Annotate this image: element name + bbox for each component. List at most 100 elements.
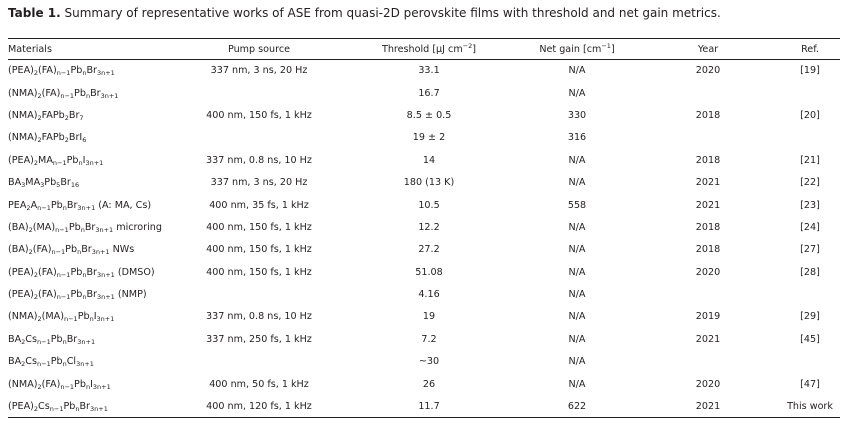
cell-pump-source: 400 nm, 150 fs, 1 kHz (206, 221, 312, 233)
cell-year: 2021 (695, 333, 721, 345)
cell-pump-source (178, 351, 340, 373)
subscript: 3n+1 (77, 203, 96, 212)
cell-year: 2018 (695, 154, 721, 166)
subscript: 2 (37, 91, 42, 100)
cell-net-gain: N/A (568, 378, 586, 390)
cell-threshold: ~30 (418, 356, 440, 368)
cell-net-gain: N/A (568, 266, 586, 278)
subscript: n (82, 293, 87, 302)
subscript: 5 (56, 181, 61, 190)
cell-material: (NMA)2FAPb2BrI6 (8, 132, 87, 145)
cell-pump-source (178, 127, 340, 149)
caption-text: Summary of representative works of ASE f… (64, 6, 721, 20)
cell-ref: [23] (800, 199, 820, 211)
cell-year (636, 82, 780, 104)
cell-threshold: 7.2 (421, 333, 437, 345)
cell-net-gain: N/A (568, 65, 586, 77)
table-row: (NMA)2(FA)n−1PbnBr3n+1 16.7 N/A (8, 82, 840, 104)
subscript: 3n+1 (96, 270, 115, 279)
cell-threshold: 14 (422, 154, 436, 166)
subscript: n−1 (60, 91, 75, 100)
cell-threshold: 180 (13 K) (403, 177, 455, 189)
cell-material: (BA)2(MA)n−1PbnBr3n+1 microring (8, 221, 162, 234)
subscript: 2 (21, 337, 26, 346)
subscript: n−1 (52, 158, 67, 167)
header-threshold: Threshold [µJ cm−2] (340, 38, 518, 60)
subscript: 7 (79, 113, 84, 122)
cell-year: 2019 (695, 311, 721, 323)
table-caption: Table 1. Summary of representative works… (8, 5, 721, 21)
header-materials: Materials (8, 38, 178, 60)
cell-pump-source: 400 nm, 150 fs, 1 kHz (206, 244, 312, 256)
subscript: n−1 (37, 360, 51, 369)
cell-material: (NMA)2(FA)n−1PbnBr3n+1 (8, 87, 119, 100)
cell-material: (PEA)2(FA)n−1PbnBr3n+1 (NMP) (8, 289, 147, 302)
subscript: 2 (37, 382, 42, 391)
cell-year: 2020 (695, 266, 721, 278)
subscript: 3n+1 (95, 225, 114, 234)
cell-threshold: 33.1 (418, 65, 440, 77)
cell-material: (PEA)2Csn−1PbnBr3n+1 (8, 395, 178, 419)
cell-ref: [21] (800, 154, 820, 166)
subscript: n (75, 404, 80, 413)
table-row: (PEA)2Csn−1PbnBr3n+1 400 nm, 120 fs, 1 kH… (8, 395, 840, 419)
subscript: 2 (33, 293, 39, 302)
subscript: 3 (21, 181, 26, 190)
cell-year: 2021 (695, 177, 721, 189)
cell-net-gain: N/A (568, 87, 586, 99)
cell-ref: [20] (800, 109, 820, 121)
table-row: (PEA)2(FA)n−1PbnBr3n+1 337 nm, 3 ns, 20 H… (8, 60, 840, 82)
table-row: (PEA)2(FA)n−1PbnBr3n+1 (NMP) 4.16 N/A (8, 283, 840, 305)
subscript: 2 (33, 69, 39, 78)
superscript: −2 (462, 41, 473, 50)
header-row: Materials Pump source Threshold [µJ cm−2… (8, 38, 840, 60)
cell-pump-source: 400 nm, 150 fs, 1 kHz (206, 266, 312, 278)
cell-threshold: 19 ± 2 (412, 132, 446, 144)
cell-pump-source: 337 nm, 0.8 ns, 10 Hz (206, 311, 312, 323)
subscript: 2 (64, 136, 69, 145)
cell-net-gain: N/A (568, 289, 586, 301)
cell-net-gain: N/A (568, 154, 586, 166)
subscript: n−1 (55, 225, 69, 234)
table-row: (NMA)2FAPb2Br7 400 nm, 150 fs, 1 kHz 8.5 ±… (8, 104, 840, 126)
cell-threshold: 19 (422, 311, 436, 323)
cell-pump-source: 400 nm, 50 fs, 1 kHz (209, 378, 309, 390)
subscript: 16 (70, 181, 80, 190)
subscript: 3 (40, 181, 45, 190)
cell-pump-source: 400 nm, 120 fs, 1 kHz (178, 395, 340, 419)
subscript: n−1 (37, 203, 51, 212)
cell-pump-source (178, 82, 340, 104)
cell-net-gain: N/A (568, 333, 586, 345)
cell-threshold: 8.5 ± 0.5 (406, 109, 452, 121)
subscript: 3n+1 (96, 315, 115, 324)
cell-material: (PEA)2(FA)n−1PbnBr3n+1 (8, 65, 115, 78)
cell-pump-source: 337 nm, 3 ns, 20 Hz (210, 177, 308, 189)
cell-year: 2021 (695, 199, 721, 211)
caption-label: Table 1. (8, 6, 61, 20)
subscript: n−1 (49, 404, 64, 413)
cell-ref: [19] (800, 65, 820, 77)
cell-threshold: 12.2 (418, 221, 440, 233)
subscript: 2 (26, 203, 31, 212)
cell-ref: [22] (800, 177, 820, 189)
subscript: n (89, 315, 94, 324)
superscript: −1 (601, 41, 611, 50)
subscript: n−1 (56, 293, 71, 302)
subscript: 2 (64, 113, 69, 122)
cell-net-gain: N/A (568, 356, 586, 368)
cell-pump-source: 337 nm, 3 ns, 20 Hz (210, 65, 308, 77)
header-year: Year (636, 38, 780, 60)
table-row: BA3MA3Pb5Br16 337 nm, 3 ns, 20 Hz 180 (13 … (8, 171, 840, 193)
cell-material: BA2Csn−1PbnCl3n+1 (8, 356, 94, 369)
cell-material: BA2Csn−1PbnBr3n+1 (8, 333, 96, 346)
subscript: n−1 (51, 248, 66, 257)
subscript: n−1 (60, 382, 75, 391)
cell-threshold: 10.5 (418, 199, 440, 211)
cell-material: BA3MA3Pb5Br16 (8, 177, 80, 190)
subscript: 3n+1 (77, 337, 96, 346)
subscript: 2 (37, 113, 42, 122)
subscript: n (82, 69, 87, 78)
cell-net-gain: N/A (568, 311, 586, 323)
subscript: n (62, 203, 67, 212)
table-row: PEA2An−1PbnBr3n+1 (A: MA, Cs) 400 nm, 35 … (8, 194, 840, 216)
